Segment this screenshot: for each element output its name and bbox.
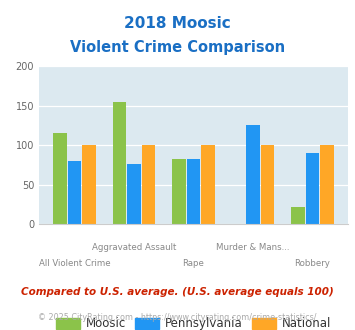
Bar <box>306 153 319 224</box>
Bar <box>127 164 141 224</box>
Bar <box>82 145 96 224</box>
Bar <box>68 161 81 224</box>
Bar <box>320 145 334 224</box>
Text: Rape: Rape <box>182 259 204 268</box>
Bar <box>201 145 215 224</box>
Text: 2018 Moosic: 2018 Moosic <box>124 16 231 31</box>
Legend: Moosic, Pennsylvania, National: Moosic, Pennsylvania, National <box>51 313 335 330</box>
Text: Murder & Mans...: Murder & Mans... <box>216 244 290 252</box>
Text: All Violent Crime: All Violent Crime <box>39 259 110 268</box>
Bar <box>142 145 155 224</box>
Bar <box>246 125 260 224</box>
Bar <box>261 145 274 224</box>
Bar <box>187 159 200 224</box>
Bar <box>172 159 186 224</box>
Text: Aggravated Assault: Aggravated Assault <box>92 244 176 252</box>
Text: Violent Crime Comparison: Violent Crime Comparison <box>70 40 285 55</box>
Text: Robbery: Robbery <box>295 259 331 268</box>
Bar <box>113 102 126 224</box>
Text: Compared to U.S. average. (U.S. average equals 100): Compared to U.S. average. (U.S. average … <box>21 287 334 297</box>
Bar <box>291 207 305 224</box>
Bar <box>53 133 67 224</box>
Text: © 2025 CityRating.com - https://www.cityrating.com/crime-statistics/: © 2025 CityRating.com - https://www.city… <box>38 313 317 322</box>
